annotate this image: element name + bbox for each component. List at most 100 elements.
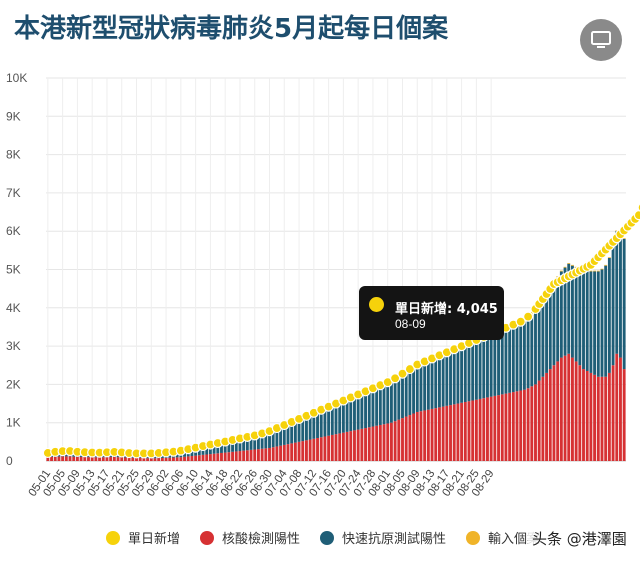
bar-rapid bbox=[249, 437, 253, 450]
bar-nucleic bbox=[534, 384, 537, 461]
bar-rapid bbox=[419, 364, 423, 412]
bar-nucleic bbox=[216, 453, 220, 461]
bar-nucleic bbox=[471, 400, 475, 461]
bar-rapid bbox=[534, 311, 537, 385]
bar-rapid bbox=[338, 403, 342, 434]
y-tick-label: 2K bbox=[6, 377, 21, 391]
chart-menu-button[interactable] bbox=[580, 19, 622, 61]
bar-rapid bbox=[474, 341, 478, 400]
bar-rapid bbox=[282, 426, 286, 445]
bar-rapid bbox=[552, 282, 556, 366]
bar-nucleic bbox=[489, 396, 493, 461]
tooltip-value: 單日新增: 4,045 bbox=[395, 302, 498, 317]
bar-nucleic bbox=[423, 410, 427, 461]
bar-nucleic bbox=[50, 456, 53, 461]
daily-new-point bbox=[633, 210, 640, 221]
bar-nucleic bbox=[205, 454, 209, 461]
legend-label: 快速抗原測試陽性 bbox=[342, 532, 447, 547]
bar-nucleic bbox=[112, 456, 116, 461]
bar-rapid bbox=[316, 412, 319, 439]
bar-rapid bbox=[500, 330, 504, 395]
bar-rapid bbox=[430, 359, 434, 409]
bar-rapid bbox=[253, 436, 257, 450]
bar-nucleic bbox=[356, 429, 360, 461]
bar-nucleic bbox=[449, 405, 452, 461]
bar-nucleic bbox=[567, 353, 571, 461]
bar-nucleic bbox=[98, 457, 102, 461]
bar-rapid bbox=[386, 383, 390, 424]
bar-nucleic bbox=[253, 449, 257, 461]
bar-nucleic bbox=[415, 411, 419, 461]
bar-nucleic bbox=[589, 372, 593, 461]
bar-rapid bbox=[190, 449, 194, 457]
bar-nucleic bbox=[94, 457, 98, 461]
bar-nucleic bbox=[146, 458, 150, 461]
bar-nucleic bbox=[142, 458, 146, 461]
bar-nucleic bbox=[275, 446, 279, 461]
legend-item-imported[interactable]: 輸入個案 bbox=[466, 528, 540, 547]
bar-nucleic bbox=[541, 376, 545, 461]
bar-nucleic bbox=[619, 357, 622, 461]
bar-imported bbox=[607, 257, 611, 259]
bar-rapid bbox=[286, 424, 290, 445]
bar-nucleic bbox=[120, 457, 124, 461]
bar-nucleic bbox=[316, 438, 319, 461]
bar-rapid bbox=[437, 356, 441, 408]
bar-imported bbox=[563, 266, 567, 268]
bar-rapid bbox=[441, 355, 445, 407]
bar-rapid bbox=[397, 377, 401, 420]
daily-new-point bbox=[523, 311, 534, 322]
y-tick-label: 7K bbox=[6, 186, 21, 200]
legend-item-nucleic[interactable]: 核酸檢測陽性 bbox=[200, 528, 300, 547]
bar-nucleic bbox=[46, 457, 50, 461]
bar-nucleic bbox=[127, 457, 131, 461]
y-tick-label: 3K bbox=[6, 339, 21, 353]
bar-nucleic bbox=[426, 409, 430, 461]
y-tick-label: 8K bbox=[6, 148, 21, 162]
y-tick-label: 6K bbox=[6, 224, 21, 238]
bar-rapid bbox=[389, 382, 393, 423]
bar-nucleic bbox=[223, 452, 227, 461]
bar-rapid bbox=[293, 421, 297, 443]
bar-nucleic bbox=[545, 372, 549, 461]
bar-nucleic bbox=[467, 401, 471, 461]
bar-rapid bbox=[574, 267, 578, 362]
bar-nucleic bbox=[212, 453, 216, 461]
legend-item-rapid[interactable]: 快速抗原測試陽性 bbox=[320, 528, 446, 547]
bar-nucleic bbox=[570, 357, 574, 461]
daily-new-point bbox=[390, 373, 401, 384]
bar-rapid bbox=[585, 271, 589, 371]
bar-rapid bbox=[541, 300, 545, 377]
chart-title: 本港新型冠狀病毒肺炎5月起每日個案 bbox=[14, 14, 449, 44]
bar-nucleic bbox=[245, 450, 249, 461]
bar-nucleic bbox=[290, 443, 294, 461]
bar-nucleic bbox=[548, 369, 552, 461]
bar-rapid bbox=[319, 411, 323, 438]
bar-imported bbox=[596, 270, 600, 272]
bar-nucleic bbox=[138, 458, 142, 461]
y-tick-label: 5K bbox=[6, 263, 21, 277]
watermark: 头条 @港澤園 bbox=[528, 528, 631, 549]
bar-nucleic bbox=[582, 369, 585, 461]
bar-nucleic bbox=[208, 454, 212, 461]
bar-nucleic bbox=[301, 441, 305, 461]
bar-rapid bbox=[570, 265, 574, 358]
legend-swatch bbox=[320, 530, 335, 545]
bar-imported bbox=[593, 270, 597, 272]
bar-nucleic bbox=[378, 424, 382, 461]
legend-item-daily-new[interactable]: 單日新增 bbox=[106, 528, 180, 547]
bar-nucleic bbox=[463, 402, 467, 461]
bar-nucleic bbox=[330, 434, 334, 461]
bar-rapid bbox=[404, 372, 408, 417]
bar-nucleic bbox=[437, 407, 441, 461]
bar-nucleic bbox=[493, 395, 497, 461]
bar-nucleic bbox=[563, 355, 567, 461]
bar-rapid bbox=[242, 439, 246, 451]
bar-rapid bbox=[341, 402, 345, 433]
bar-nucleic bbox=[412, 413, 416, 461]
bar-rapid bbox=[563, 267, 567, 356]
bar-rapid bbox=[482, 338, 486, 399]
bar-rapid bbox=[463, 346, 467, 403]
bar-nucleic bbox=[360, 428, 364, 461]
bar-rapid bbox=[238, 439, 242, 452]
